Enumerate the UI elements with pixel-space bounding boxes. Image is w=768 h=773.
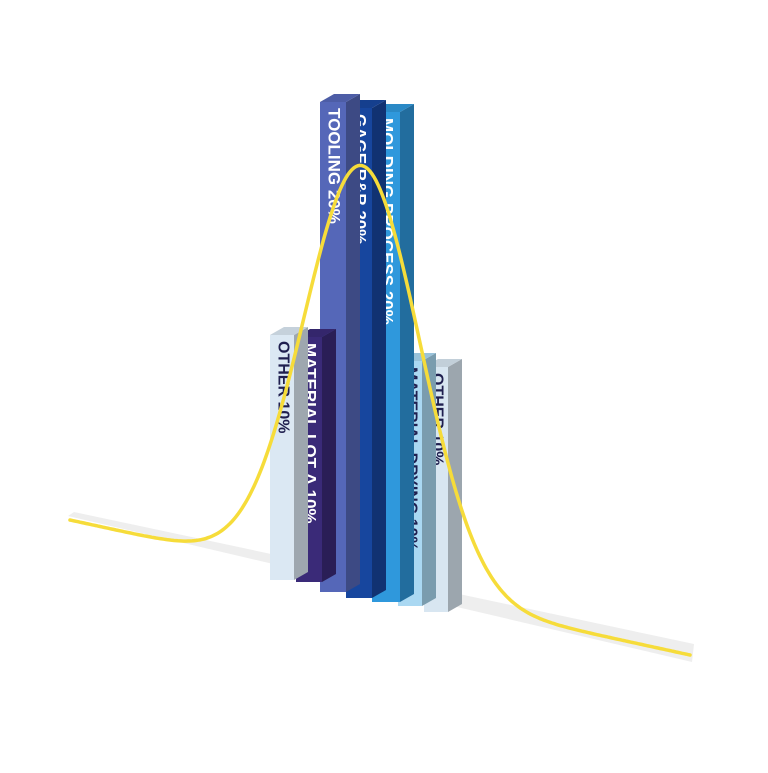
bar-side-face bbox=[400, 104, 414, 602]
bar-side-face bbox=[372, 100, 386, 598]
bell-curve bbox=[68, 163, 692, 657]
bar-top-face bbox=[320, 94, 360, 102]
bar-front-face bbox=[270, 335, 294, 580]
bar-top-face bbox=[270, 327, 308, 335]
bar-side-face bbox=[294, 327, 308, 580]
bars-layer: OTHER 10%MATERIAL DRYING 10%MOLDING PROC… bbox=[270, 94, 462, 612]
bar-side-face bbox=[322, 329, 336, 582]
bar-1: OTHER 10% bbox=[270, 327, 308, 580]
bar-side-face bbox=[422, 353, 436, 606]
bar-side-face bbox=[346, 94, 360, 592]
